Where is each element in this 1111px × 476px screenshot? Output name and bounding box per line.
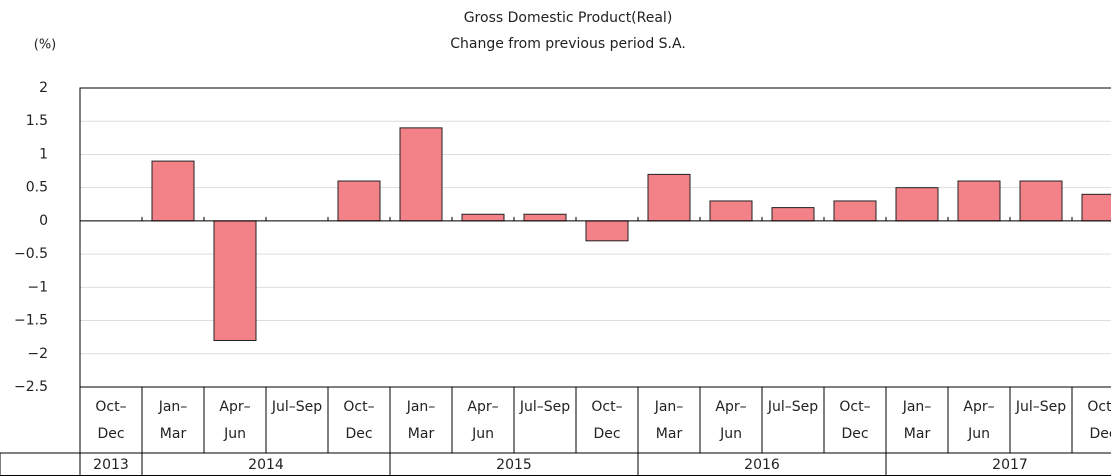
x-tick-label: Oct– <box>839 399 870 415</box>
x-tick-label: Jan– <box>406 399 436 415</box>
year-label: 2013 <box>93 457 129 473</box>
x-tick-label: Oct– <box>95 399 126 415</box>
bar <box>1019 180 1063 222</box>
chart-subtitle: Change from previous period S.A. <box>450 36 686 52</box>
x-tick-label: Jul–Sep <box>271 399 322 415</box>
plot-frame <box>79 87 1111 388</box>
year-label: 2016 <box>744 457 780 473</box>
x-tick-label: Mar <box>656 426 683 442</box>
y-tick-label: 1 <box>39 146 48 162</box>
x-tick-label: Dec <box>841 426 868 442</box>
x-tick-label: Jan– <box>902 399 932 415</box>
x-tick-label: Dec <box>97 426 124 442</box>
x-tick-label: Jul–Sep <box>1015 399 1066 415</box>
bar <box>585 220 629 242</box>
bar <box>709 200 753 222</box>
bar <box>1081 193 1111 222</box>
x-tick-label: Dec <box>345 426 372 442</box>
x-tick-label: Oct– <box>343 399 374 415</box>
bar <box>957 180 1001 222</box>
y-tick-label: 1.5 <box>26 113 48 129</box>
bar <box>771 207 815 222</box>
year-label: 2015 <box>496 457 532 473</box>
y-tick-label: 2 <box>39 80 48 96</box>
y-tick-label: 0 <box>39 213 48 229</box>
x-tick-label: Jun <box>471 426 494 442</box>
year-label: 2014 <box>248 457 284 473</box>
x-tick-label: Apr– <box>467 399 498 415</box>
bar <box>523 213 567 222</box>
bar <box>399 127 443 222</box>
y-tick-label: −1 <box>27 279 48 295</box>
x-tick-label: Jan– <box>654 399 684 415</box>
y-tick-label: 0.5 <box>26 180 48 196</box>
x-tick-label: Jan– <box>158 399 188 415</box>
x-tick-label: Mar <box>904 426 931 442</box>
bar <box>833 200 877 222</box>
x-tick-label: Mar <box>408 426 435 442</box>
x-tick-label: Jun <box>719 426 742 442</box>
x-tick-label: Jun <box>967 426 990 442</box>
x-tick-label: Oct– <box>1087 399 1111 415</box>
bar <box>213 220 257 341</box>
bar <box>895 187 939 222</box>
year-label: 2017 <box>992 457 1028 473</box>
x-tick-label: Apr– <box>963 399 994 415</box>
x-tick-label: Dec <box>593 426 620 442</box>
chart-title: Gross Domestic Product(Real) <box>464 10 673 26</box>
x-tick-label: Mar <box>160 426 187 442</box>
y-tick-label: −1.5 <box>14 313 48 329</box>
x-tick-label: Apr– <box>219 399 250 415</box>
x-tick-label: Jul–Sep <box>767 399 818 415</box>
x-tick-label: Jun <box>223 426 246 442</box>
x-tick-label: Apr– <box>715 399 746 415</box>
bar <box>151 160 195 222</box>
y-axis-label: (%) <box>34 38 57 53</box>
y-tick-label: −0.5 <box>14 246 48 262</box>
x-tick-label: Dec <box>1089 426 1111 442</box>
bar <box>461 213 505 222</box>
bar <box>647 173 691 222</box>
x-tick-label: Oct– <box>591 399 622 415</box>
bar <box>337 180 381 222</box>
x-tick-label: Jul–Sep <box>519 399 570 415</box>
y-tick-label: −2.5 <box>14 379 48 395</box>
y-tick-label: −2 <box>27 346 48 362</box>
